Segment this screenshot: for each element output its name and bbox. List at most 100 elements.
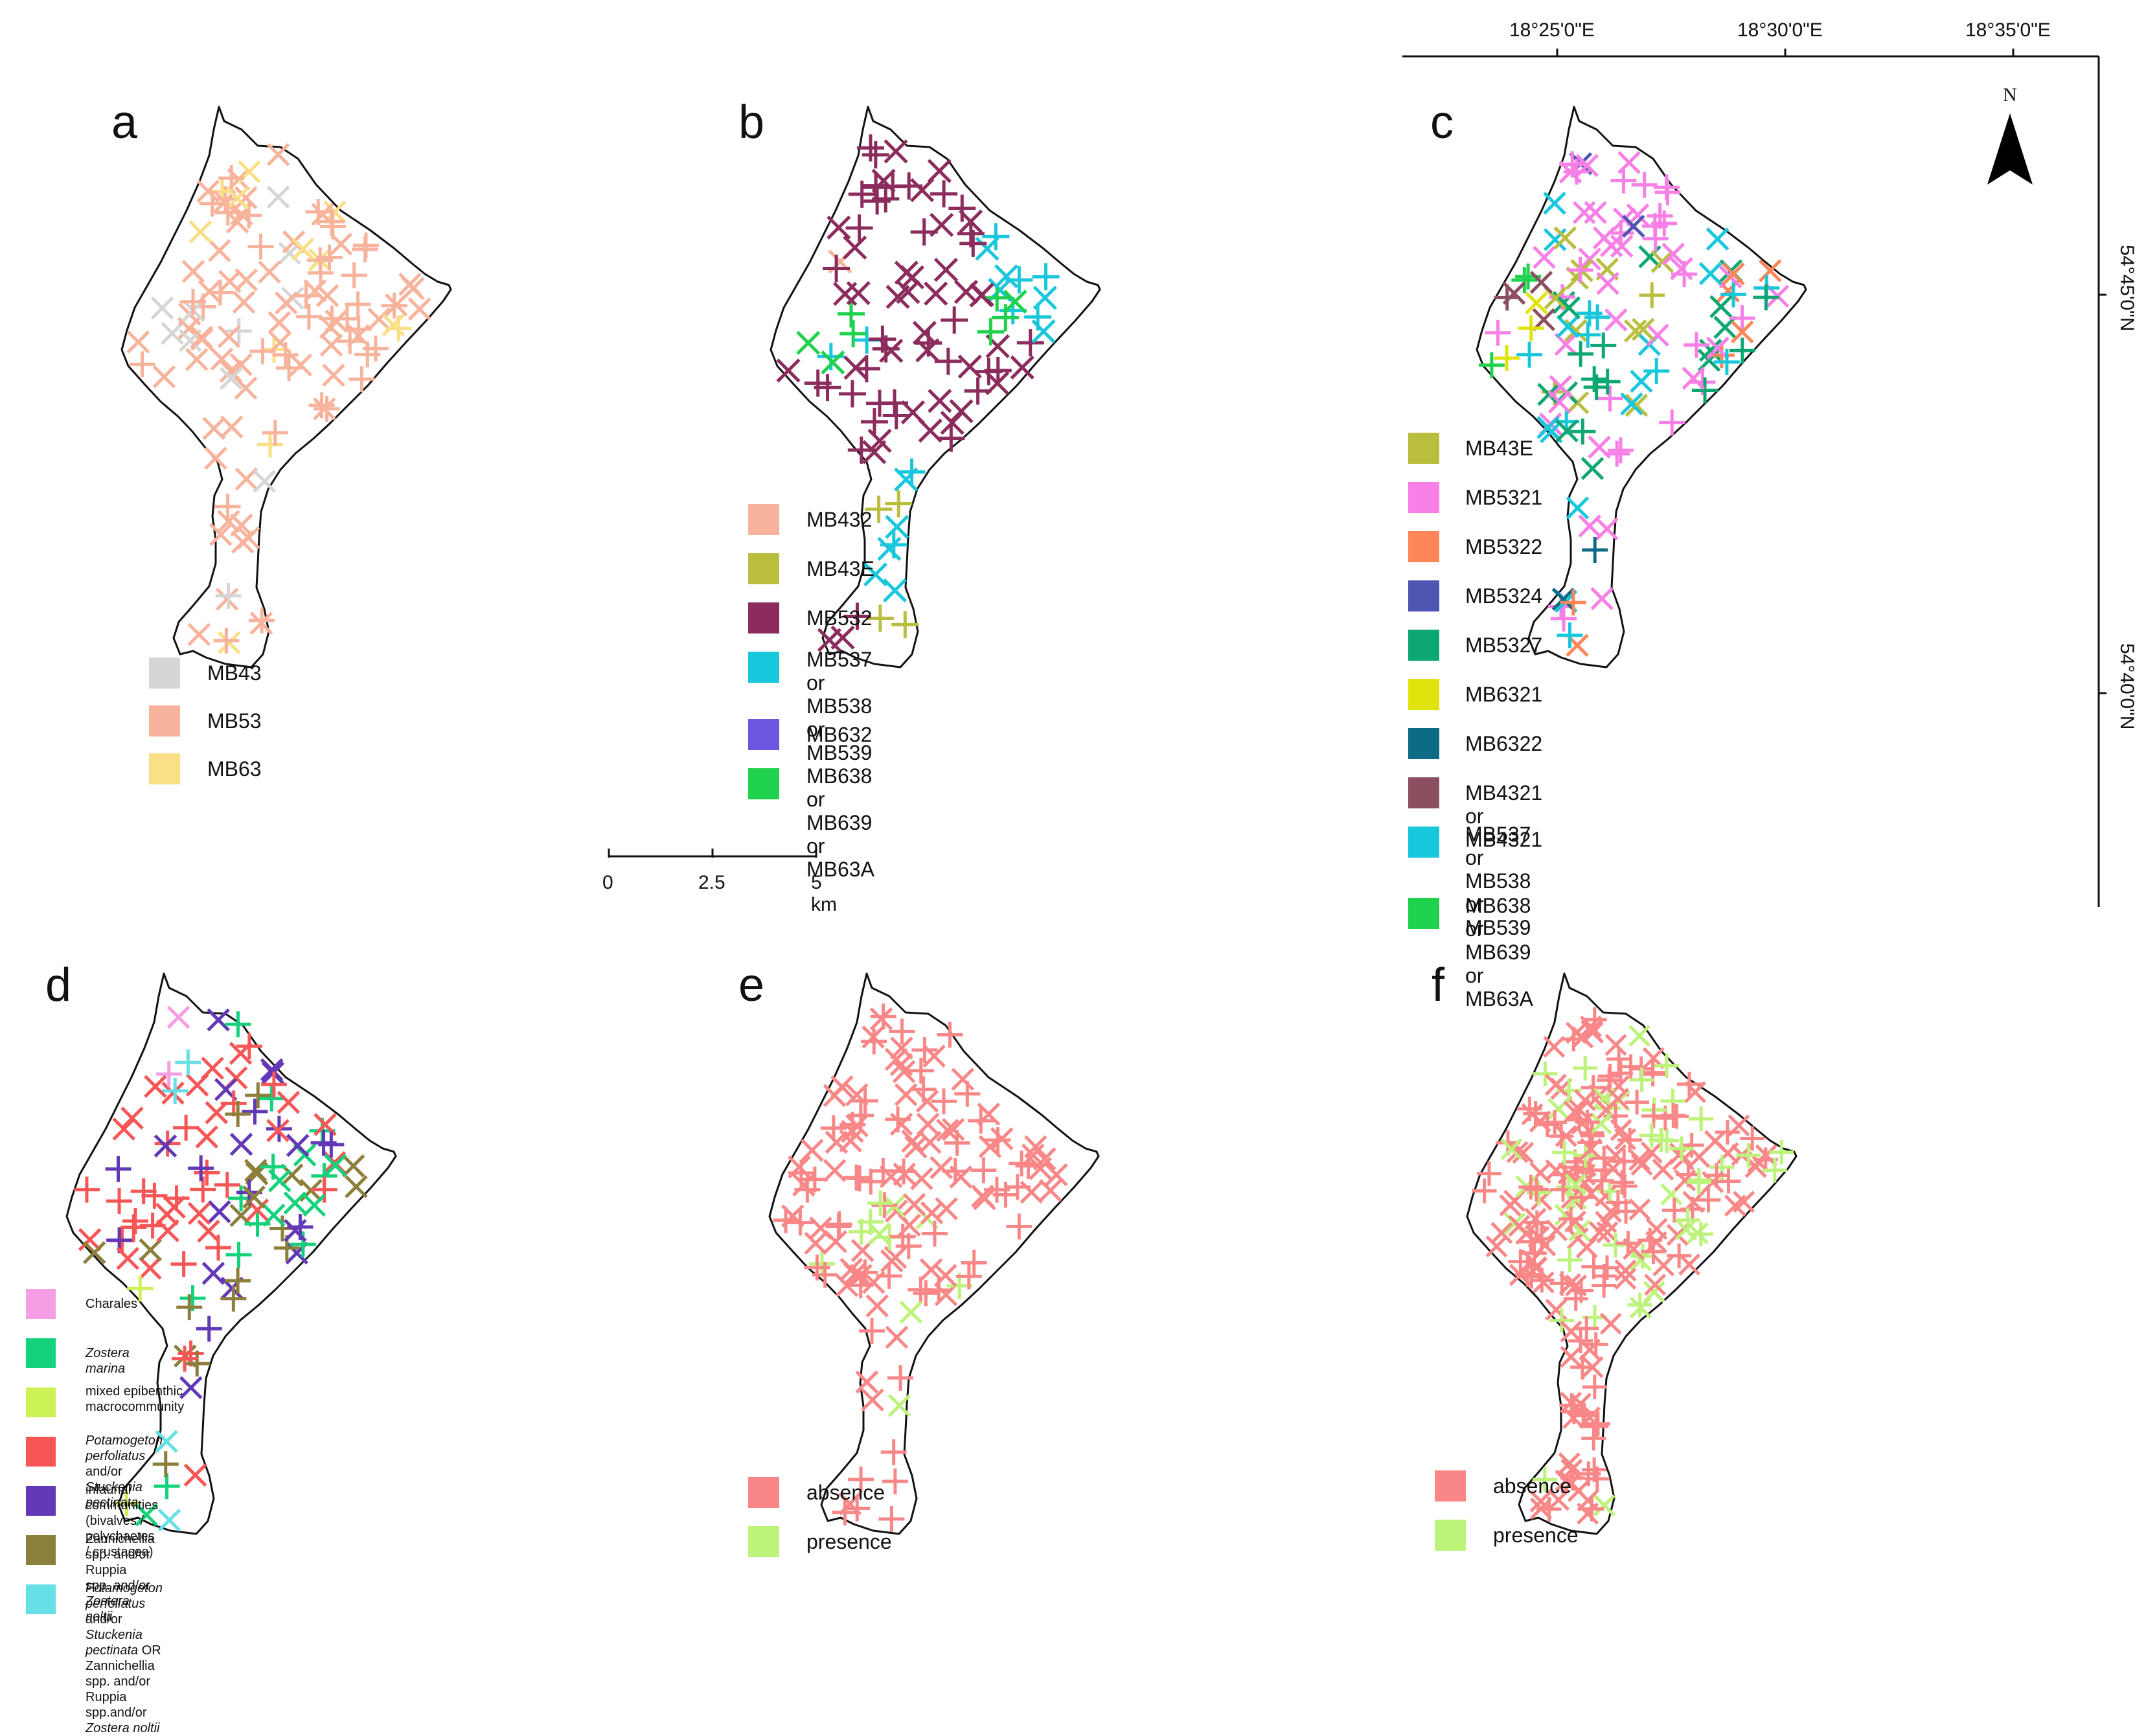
- survey-point-x-marker: [277, 1091, 301, 1114]
- survey-point-x-marker: [367, 307, 391, 331]
- survey-point-plus-marker: [954, 1080, 981, 1107]
- survey-point-plus-marker: [891, 1158, 917, 1185]
- survey-point-x-marker: [900, 265, 925, 290]
- survey-point-x-marker: [1010, 355, 1034, 380]
- survey-point-x-marker: [827, 215, 851, 240]
- survey-point-plus-marker: [1594, 369, 1621, 395]
- legend-swatch: [748, 1477, 779, 1508]
- survey-point-plus-marker: [1557, 622, 1583, 648]
- survey-point-plus-marker: [1603, 1233, 1628, 1258]
- survey-point-plus-marker: [937, 1022, 963, 1048]
- survey-point-x-marker: [82, 1241, 106, 1264]
- survey-point-x-marker: [867, 1222, 891, 1246]
- survey-point-x-marker: [920, 1201, 944, 1225]
- survey-point-plus-marker: [876, 1262, 902, 1289]
- survey-point-x-marker: [1547, 1489, 1570, 1511]
- survey-point-plus-marker: [921, 1220, 948, 1247]
- survey-point-x-marker: [253, 470, 277, 493]
- survey-point-x-marker: [207, 1200, 231, 1224]
- survey-point-x-marker: [315, 284, 339, 308]
- survey-point-plus-marker: [1704, 1163, 1729, 1188]
- survey-point-plus-marker: [843, 1164, 870, 1191]
- survey-point-x-marker: [1604, 1034, 1627, 1056]
- survey-point-x-marker: [198, 280, 222, 303]
- survey-point-x-marker: [969, 283, 994, 308]
- survey-point-x-marker: [953, 279, 979, 304]
- survey-point-x-marker: [181, 260, 205, 283]
- survey-point-x-marker: [209, 523, 233, 546]
- survey-point-plus-marker: [122, 1208, 148, 1235]
- survey-point-x-marker: [196, 179, 220, 203]
- survey-point-plus-marker: [1687, 1170, 1712, 1195]
- legend-swatch: [1408, 531, 1439, 562]
- survey-point-x-marker: [401, 277, 425, 301]
- legend-label: Potamogeton perfoliatus and/or Stuckenia …: [86, 1581, 163, 1735]
- survey-point-plus-marker: [1570, 1354, 1595, 1380]
- survey-point-plus-marker: [318, 1132, 345, 1158]
- survey-point-x-marker: [949, 399, 974, 424]
- survey-point-x-marker: [1588, 1221, 1611, 1244]
- survey-point-x-marker: [1545, 1159, 1568, 1182]
- legend-item: MB4321 or MB4321: [1408, 777, 1542, 851]
- survey-point-plus-marker: [1629, 1067, 1654, 1092]
- survey-point-x-marker: [900, 400, 925, 425]
- survey-point-plus-marker: [214, 1172, 240, 1198]
- panel-label-b: b: [738, 97, 765, 148]
- survey-point-plus-marker: [891, 611, 919, 639]
- survey-point-plus-marker: [1533, 1061, 1558, 1086]
- survey-point-plus-marker: [1584, 1414, 1609, 1439]
- survey-point-plus-marker: [930, 1088, 957, 1115]
- survey-point-x-marker: [904, 1136, 928, 1159]
- survey-point-x-marker: [1560, 1320, 1582, 1343]
- legend-label: MB537 or MB538 or MB539: [1465, 823, 1531, 939]
- survey-point-plus-marker: [1523, 1101, 1548, 1126]
- survey-point-plus-marker: [220, 1285, 247, 1312]
- survey-point-plus-marker: [1549, 1124, 1574, 1149]
- survey-point-plus-marker: [1651, 210, 1678, 236]
- survey-point-x-marker: [302, 1193, 326, 1217]
- survey-point-plus-marker: [295, 303, 322, 330]
- survey-point-plus-marker: [983, 1176, 1010, 1203]
- legend-item: Potamogeton perfoliatus and/or Stuckenia …: [26, 1433, 163, 1511]
- survey-point-x-marker: [266, 1119, 290, 1143]
- survey-point-plus-marker: [1567, 257, 1593, 284]
- survey-point-plus-marker: [804, 369, 832, 397]
- survey-point-x-marker: [217, 631, 241, 654]
- survey-point-plus-marker: [1524, 1177, 1549, 1202]
- survey-point-x-marker: [322, 363, 345, 387]
- survey-point-x-marker: [1544, 1073, 1567, 1096]
- survey-point-plus-marker: [1032, 263, 1060, 291]
- survey-point-plus-marker: [170, 1251, 197, 1277]
- survey-point-x-marker: [1558, 160, 1582, 184]
- survey-point-plus-marker: [809, 1251, 836, 1277]
- survey-point-plus-marker: [113, 1490, 140, 1516]
- survey-point-x-marker: [225, 187, 249, 210]
- survey-point-plus-marker: [852, 1259, 878, 1286]
- legend-label: MB43: [207, 661, 262, 685]
- panel-a: a MB43 MB53 MB63: [0, 0, 648, 862]
- survey-point-x-marker: [120, 1106, 144, 1130]
- survey-point-plus-marker: [316, 244, 343, 271]
- survey-point-plus-marker: [260, 1071, 287, 1098]
- survey-point-x-marker: [1529, 1490, 1552, 1513]
- survey-point-plus-marker: [1485, 319, 1511, 346]
- survey-point-plus-marker: [236, 1033, 262, 1060]
- survey-point-plus-marker: [838, 380, 866, 407]
- survey-point-plus-marker: [860, 408, 888, 436]
- survey-point-plus-marker: [106, 1188, 133, 1215]
- legend-label: MB5327: [1465, 634, 1543, 657]
- survey-point-x-marker: [823, 1084, 847, 1107]
- survey-point-x-marker: [286, 1134, 310, 1158]
- legend-swatch: [748, 553, 779, 584]
- survey-point-x-marker: [284, 1218, 307, 1242]
- legend-label: MB532: [806, 606, 873, 630]
- survey-point-x-marker: [382, 313, 405, 337]
- lat-label-45: 54°45'0"N: [2116, 245, 2138, 332]
- survey-point-x-marker: [135, 1503, 158, 1527]
- survey-point-plus-marker: [1518, 315, 1544, 341]
- survey-point-plus-marker: [180, 288, 207, 315]
- survey-point-plus-marker: [1549, 1271, 1575, 1296]
- legend-label: Zostera marina: [86, 1346, 130, 1376]
- survey-point-x-marker: [838, 1492, 862, 1516]
- survey-point-x-marker: [936, 1119, 959, 1142]
